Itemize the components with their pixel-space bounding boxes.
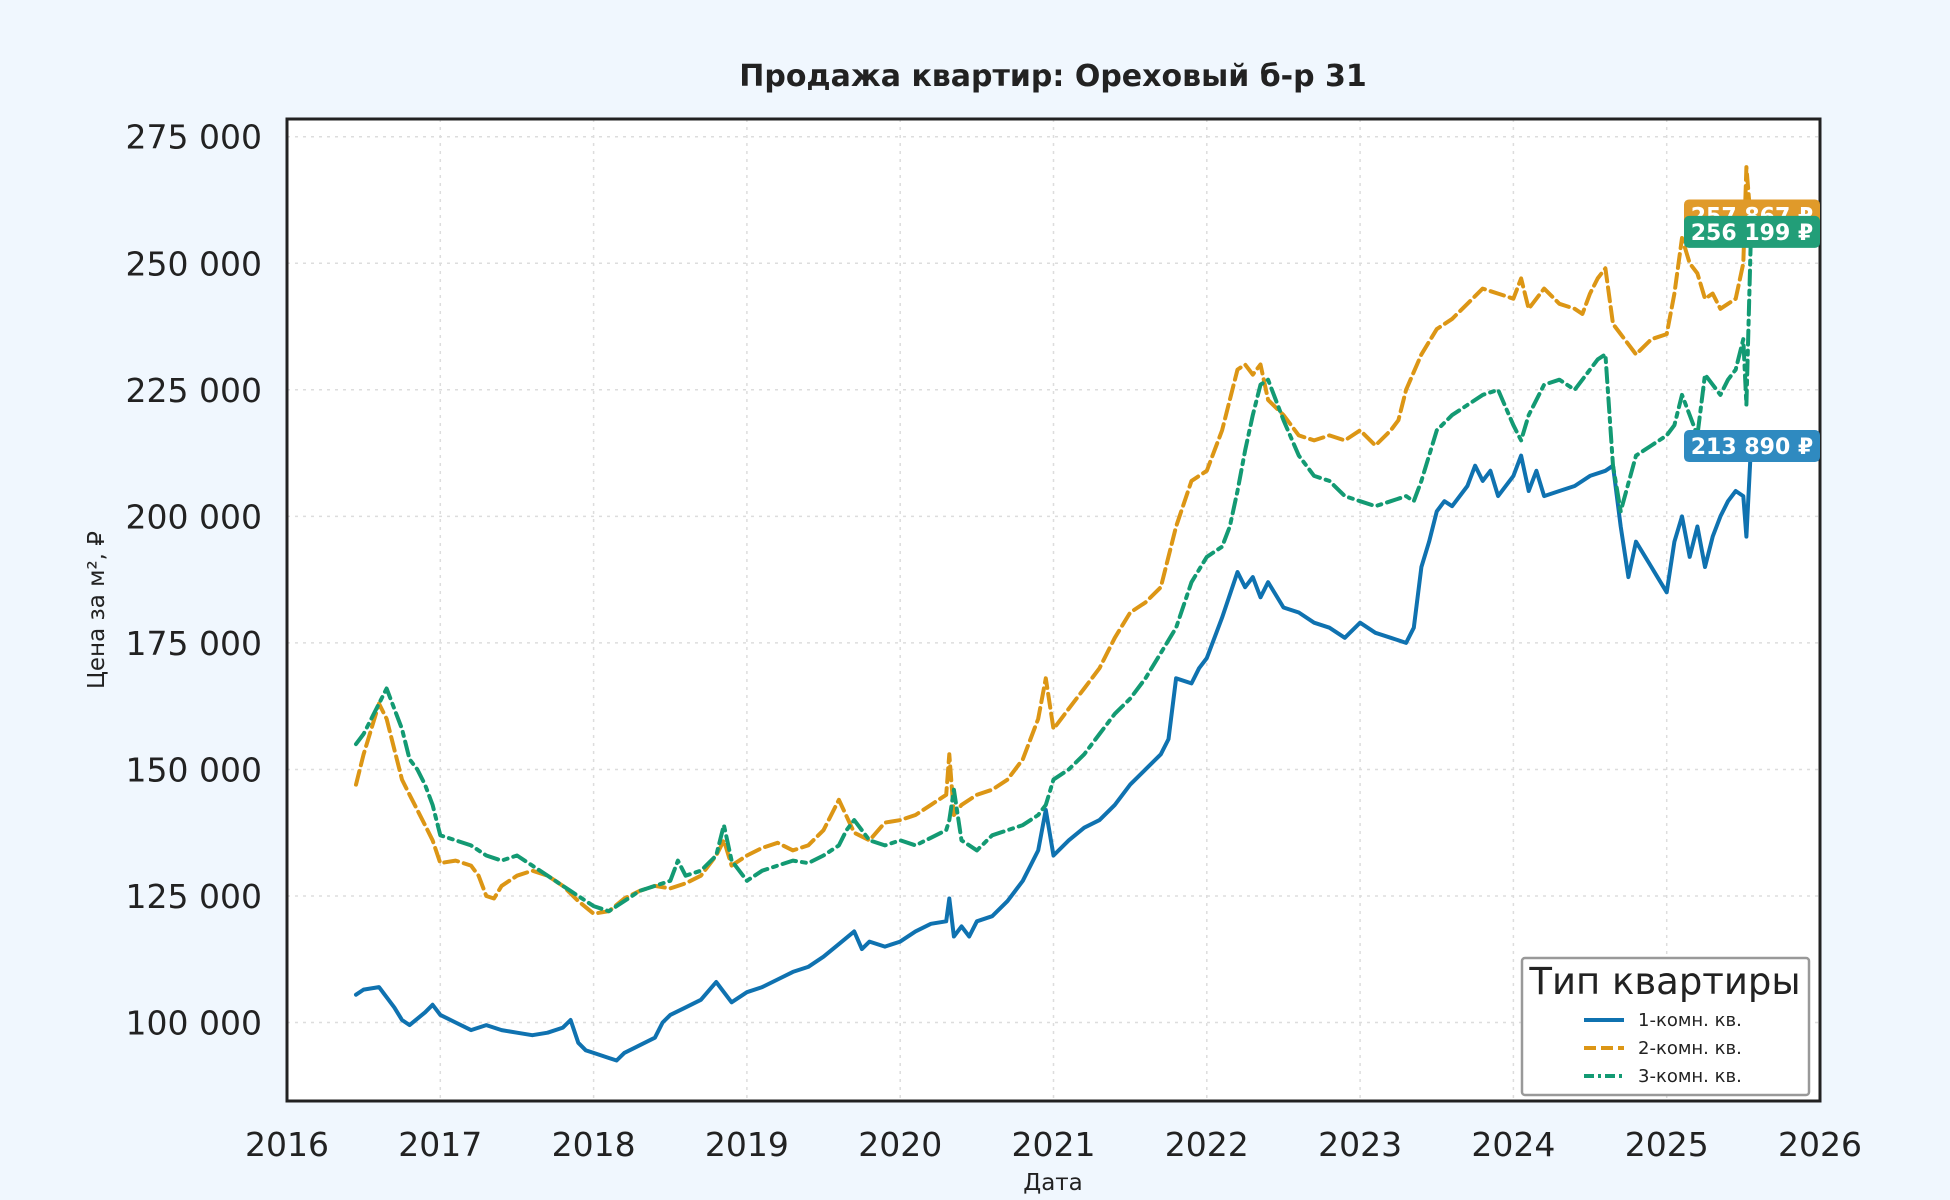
x-tick-label: 2016: [245, 1125, 329, 1164]
y-tick-label: 225 000: [126, 371, 262, 410]
y-tick-label: 125 000: [126, 877, 262, 916]
y-tick-label: 250 000: [126, 244, 262, 283]
series-layer: [354, 165, 1753, 1063]
y-tick-label: 100 000: [126, 1004, 262, 1043]
y-tick-label: 275 000: [126, 118, 262, 157]
legend-box: [1520, 956, 1811, 1097]
x-tick-label: 2022: [1165, 1125, 1249, 1164]
x-tick-label: 2025: [1625, 1125, 1709, 1164]
plot-frame: [285, 117, 1822, 1103]
y-tick-label: 150 000: [126, 750, 262, 789]
y-axis-ticks: 100 000 125 000 150 000 175 000 200 000 225 0…: [126, 118, 262, 1043]
x-tick-label: 2017: [398, 1125, 482, 1164]
legend-title: Тип квартиры: [1528, 960, 1800, 1003]
y-axis-label: Цена за м², ₽: [84, 531, 110, 689]
x-tick-label: 2024: [1471, 1125, 1555, 1164]
x-tick-label: 2023: [1318, 1125, 1402, 1164]
legend-label-1: 1-комн. кв.: [1638, 1010, 1742, 1031]
x-tick-label: 2026: [1778, 1125, 1862, 1164]
x-axis-label: Дата: [1023, 1170, 1083, 1196]
legend-items: 1-комн. кв. 2-комн. кв. 3-комн. кв.: [1584, 1010, 1742, 1087]
y-tick-label: 200 000: [126, 497, 262, 536]
x-tick-label: 2019: [705, 1125, 789, 1164]
end-label-text-1: 213 890 ₽: [1691, 435, 1813, 460]
x-tick-label: 2021: [1012, 1125, 1096, 1164]
legend-label-3: 3-комн. кв.: [1638, 1066, 1742, 1087]
y-tick-label: 175 000: [126, 624, 262, 663]
legend: Тип квартиры 1-комн. кв. 2-комн. кв. 3-ком…: [1520, 956, 1811, 1097]
x-tick-label: 2020: [858, 1125, 942, 1164]
x-tick-label: 2018: [552, 1125, 636, 1164]
end-label-text-3: 256 199 ₽: [1691, 221, 1813, 246]
series-line-3: [354, 229, 1753, 914]
end-value-labels: 257 867 ₽213 890 ₽256 199 ₽: [1684, 199, 1820, 463]
x-axis-ticks: 2016 2017 2018 2019 2020 2021 2022 2023 2024 2025…: [245, 1125, 1862, 1164]
end-label-badge-1: [1684, 430, 1820, 463]
chart-title: Продажа квартир: Ореховый б-р 31: [739, 59, 1367, 94]
series-line-1: [354, 444, 1753, 1063]
end-label-badge-3: [1684, 215, 1820, 248]
legend-label-2: 2-комн. кв.: [1638, 1038, 1742, 1059]
